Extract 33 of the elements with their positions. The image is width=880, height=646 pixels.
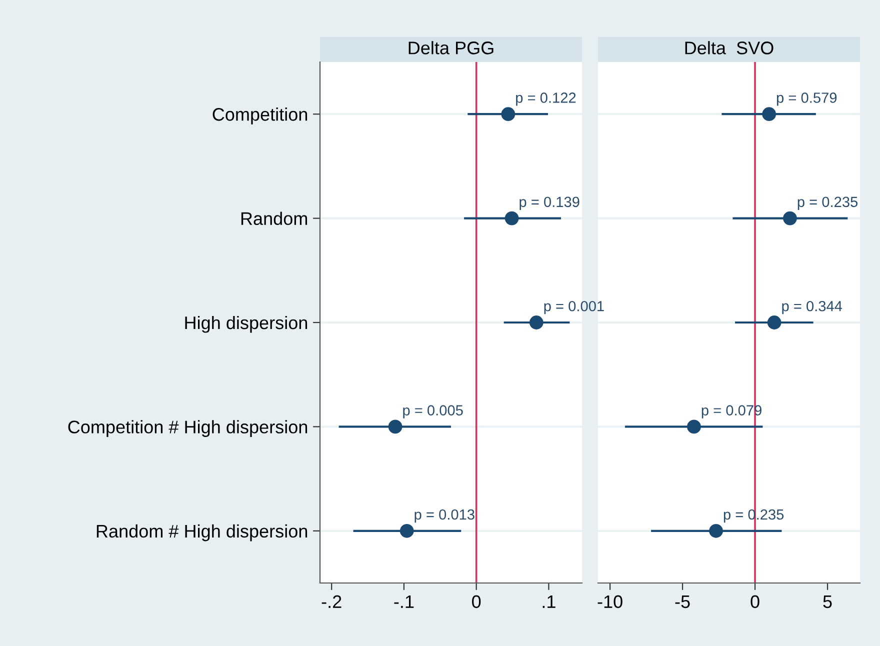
point [762,107,776,122]
x-tick-label: .1 [542,595,556,608]
y-tick-label: Competition [212,108,308,124]
point [504,211,519,226]
annotation: p = 0.013 [414,509,474,523]
point [388,420,402,434]
x-tick-label: -10 [598,595,622,608]
point [687,420,701,434]
y-tick-label: Random # High dispersion [96,524,308,542]
x-tick-label: 5 [823,595,832,608]
chart-title: Delta SVO [685,41,774,54]
annotation: p = 0.344 [782,300,842,314]
annotation: p = 0.122 [516,92,576,106]
annotation: p = 0.579 [776,92,837,106]
y-tick-label: Random [241,212,308,226]
x-tick-label: 0 [472,595,481,608]
y-tick-label: Competition # High dispersion [68,420,308,437]
annotation: p = 0.005 [403,405,463,418]
point [767,316,782,330]
x-tick-label: -.2 [322,595,342,608]
annotation: p = 0.139 [520,196,580,210]
point [400,524,414,538]
point [501,107,516,122]
x-tick-label: 0 [750,595,760,608]
annotation: p = 0.001 [544,300,604,314]
point [709,524,723,538]
point [529,316,544,330]
x-tick-label: -.1 [394,595,414,608]
annotation: p = 0.235 [798,196,858,210]
chart-title: Delta PGG [408,41,494,54]
y-tick-label: High dispersion [185,316,308,333]
x-tick-label: -5 [675,595,690,608]
point [783,211,797,226]
